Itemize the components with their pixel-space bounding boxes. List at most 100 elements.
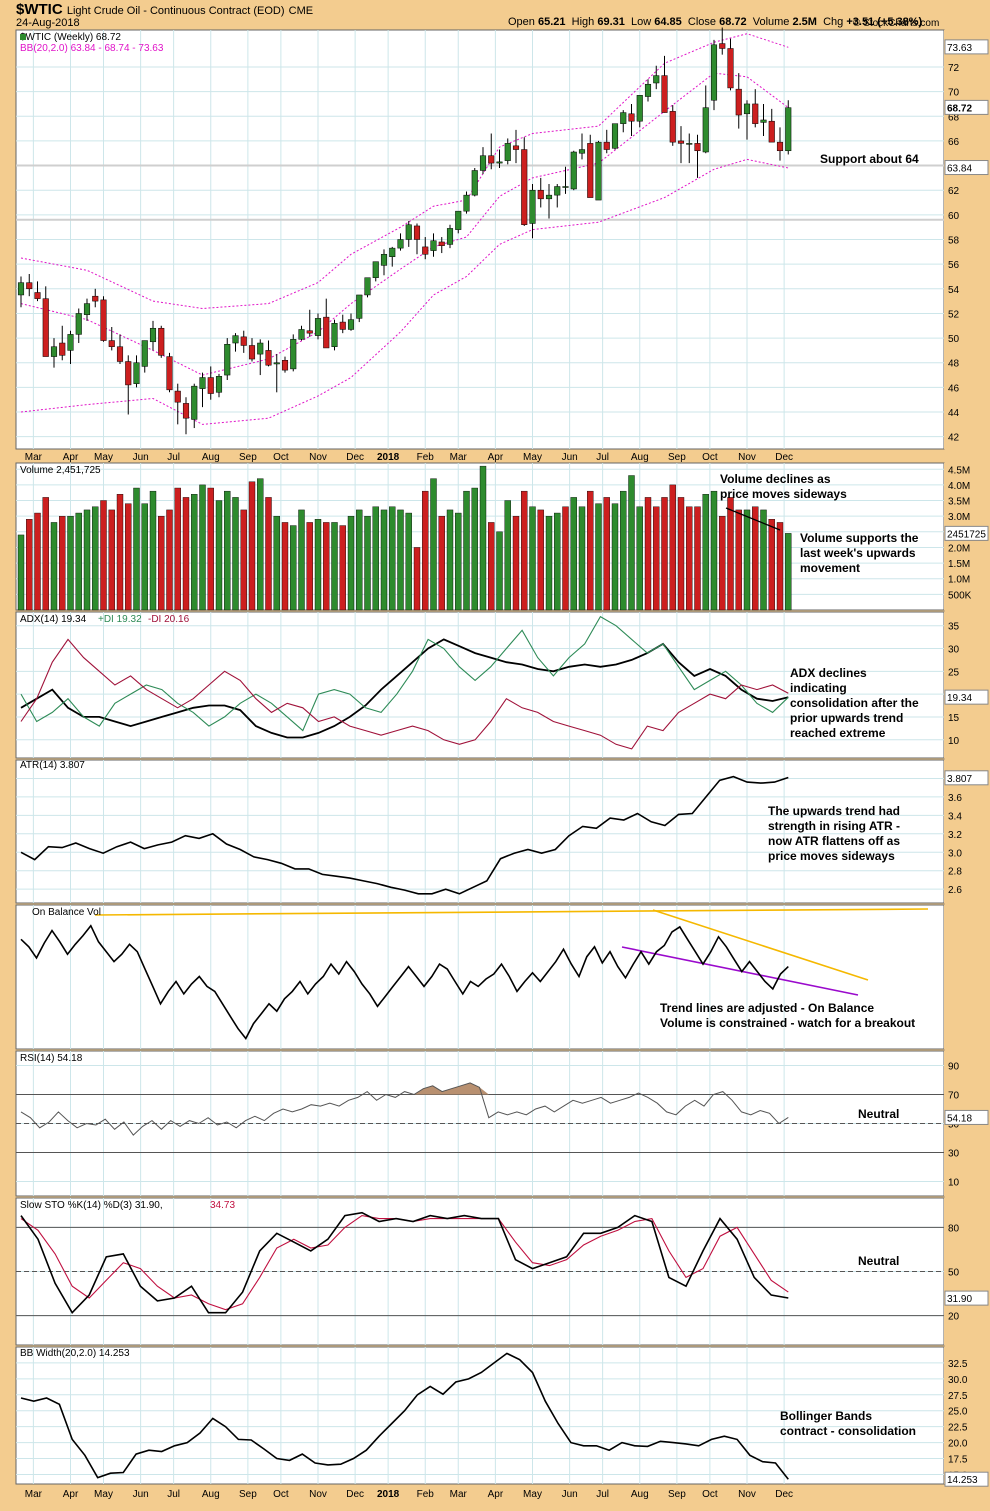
volume-bar xyxy=(240,509,247,611)
volume-bar xyxy=(537,509,544,611)
candle-body xyxy=(512,145,520,150)
volume-bar xyxy=(34,512,41,611)
candle-body xyxy=(158,327,165,356)
y-tick-label: 58 xyxy=(948,236,960,247)
y-tick-label: 17.5 xyxy=(948,1455,968,1466)
value-tag xyxy=(944,1471,989,1487)
candle-body xyxy=(430,240,437,251)
x-month-label: May xyxy=(523,452,542,463)
y-tick-label: 20.0 xyxy=(948,1439,968,1450)
volume-label: Volume xyxy=(752,16,790,28)
volume-bar xyxy=(182,497,190,611)
volume-bar xyxy=(50,522,58,611)
candle-body xyxy=(149,327,157,343)
x-month-label: 2018 xyxy=(377,452,400,463)
x-month-label: Aug xyxy=(631,452,649,463)
volume-annotation: last week's upwards xyxy=(800,546,916,560)
volume-bar xyxy=(636,506,643,611)
candle-body xyxy=(314,318,322,336)
candle-body xyxy=(257,342,264,355)
volume-bar xyxy=(67,515,74,611)
candle-body xyxy=(471,170,478,196)
candle-body xyxy=(356,294,363,319)
candle-body xyxy=(174,390,181,403)
value-tag-label: 2451725 xyxy=(947,529,986,540)
y-tick-label: 2.8 xyxy=(948,867,962,878)
y-tick-label: 3.2 xyxy=(948,830,962,841)
atr-annotation: now ATR flattens off as xyxy=(768,834,900,848)
symbol-text: $WTIC xyxy=(16,1,63,18)
value-tag-label: 54.18 xyxy=(947,1113,972,1124)
candle-body xyxy=(727,48,734,89)
y-tick-label: 32.5 xyxy=(948,1359,968,1370)
volume-bar xyxy=(479,465,487,611)
adx-annotation: ADX declines xyxy=(790,666,867,680)
value-tag xyxy=(944,1290,989,1306)
value-tag-label: 3.807 xyxy=(947,774,972,785)
open-value: 65.21 xyxy=(537,16,566,28)
volume-bar xyxy=(727,497,734,611)
x-month-label: Aug xyxy=(631,1489,649,1500)
y-tick-label: 70 xyxy=(948,1091,960,1102)
candle-body xyxy=(644,83,652,97)
candle-body xyxy=(446,228,454,245)
atr-annotation: price moves sideways xyxy=(768,849,895,863)
axis-area-obv xyxy=(944,905,990,1049)
volume-bar xyxy=(512,515,520,611)
x-month-label: Jul xyxy=(167,1489,180,1500)
volume-bar xyxy=(603,497,610,611)
y-tick-label: 4.5M xyxy=(948,465,970,476)
atr-annotation: strength in rising ATR - xyxy=(768,819,900,833)
volume-bar xyxy=(26,519,33,611)
x-month-label: Jun xyxy=(562,1489,578,1500)
y-tick-label: 500K xyxy=(948,590,972,601)
watermark: © StockCharts.com xyxy=(853,18,940,29)
volume-bar xyxy=(347,515,355,611)
candle-body xyxy=(545,194,553,200)
candle-body xyxy=(75,313,82,335)
volume-bar xyxy=(273,515,280,611)
y-tick-label: 72 xyxy=(948,63,960,74)
candle-body xyxy=(100,299,107,341)
candle-body xyxy=(694,143,701,152)
volume-bar xyxy=(694,506,701,611)
adx-annotation: reached extreme xyxy=(790,726,886,740)
volume-bar xyxy=(496,531,503,611)
volume-bar xyxy=(438,515,445,611)
candle-body xyxy=(50,346,58,357)
x-month-label: Mar xyxy=(450,452,468,463)
candle-body xyxy=(191,385,198,420)
instrument-name: Light Crude Oil - Continuous Contract (E… xyxy=(66,5,285,17)
y-tick-label: 50 xyxy=(948,1268,960,1279)
x-month-label: Jun xyxy=(562,452,578,463)
x-month-label: Mar xyxy=(25,452,43,463)
obv-trendline xyxy=(94,908,929,916)
atr-annotation: The upwards trend had xyxy=(768,804,900,818)
y-tick-label: 2.6 xyxy=(948,885,962,896)
volume-bar xyxy=(768,519,775,611)
price-legend: $WTIC (Weekly) 68.72 xyxy=(20,32,121,43)
y-tick-label: 66 xyxy=(948,137,960,148)
volume-bar xyxy=(620,490,627,611)
y-tick-label: 44 xyxy=(948,408,960,419)
volume-bar xyxy=(248,481,256,611)
x-month-label: Jun xyxy=(133,1489,149,1500)
x-month-label: May xyxy=(94,452,113,463)
y-tick-label: 27.5 xyxy=(948,1391,968,1402)
volume-bar xyxy=(595,503,602,611)
x-month-label: Dec xyxy=(346,452,364,463)
y-tick-label: 48 xyxy=(948,359,960,370)
candle-body xyxy=(92,295,99,302)
candle-body xyxy=(677,140,685,144)
y-tick-label: 10 xyxy=(948,736,960,747)
axis-area-price xyxy=(944,30,990,449)
value-tag xyxy=(944,689,989,705)
candle-body xyxy=(611,123,619,149)
candle-body xyxy=(364,277,371,296)
bbwidth-legend: BB Width(20,2.0) 14.253 xyxy=(20,1348,130,1359)
volume-bar xyxy=(430,478,437,611)
adx-annotation: indicating xyxy=(790,681,847,695)
volume-bar xyxy=(570,497,577,611)
candle-body xyxy=(339,321,346,330)
volume-bar xyxy=(191,494,198,611)
